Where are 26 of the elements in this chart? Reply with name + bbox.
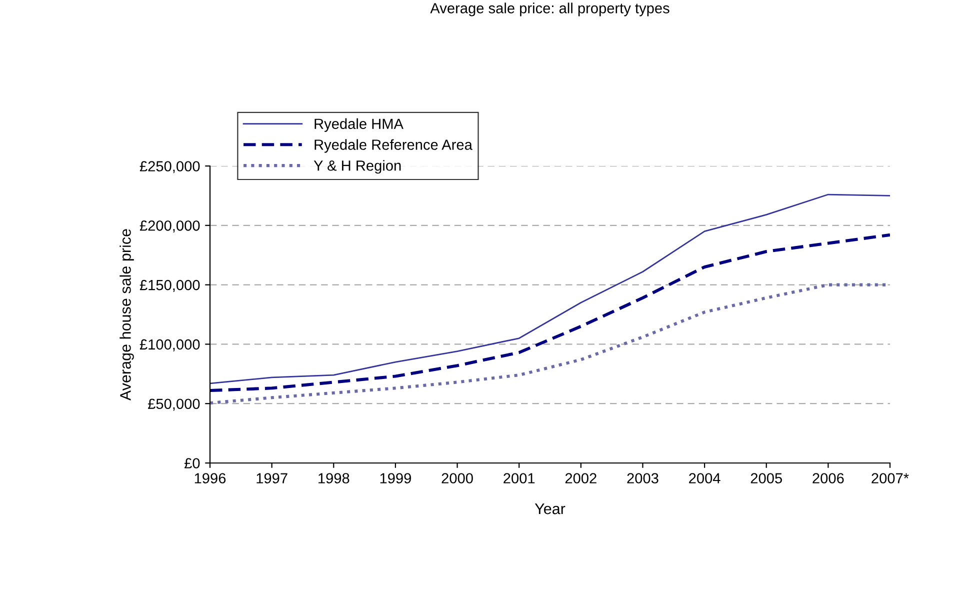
x-tick-label: 2000 bbox=[442, 473, 473, 484]
x-tick-label: 2004 bbox=[689, 473, 720, 484]
y-tick-label: £200,000 bbox=[140, 220, 200, 233]
x-tick-label: 2005 bbox=[750, 473, 782, 484]
legend-label: Ryedale HMA bbox=[314, 118, 404, 132]
y-tick-label: £100,000 bbox=[140, 339, 200, 352]
x-tick-label: 2006 bbox=[812, 473, 844, 484]
legend-label: Y & H Region bbox=[314, 160, 401, 174]
y-axis-title: Average house sale price bbox=[120, 229, 134, 401]
x-tick-label: 1996 bbox=[194, 473, 226, 484]
x-tick-label: 2003 bbox=[627, 473, 658, 484]
y-tick-label: £250,000 bbox=[140, 161, 200, 174]
line-series bbox=[210, 233, 890, 392]
y-tick-label: £50,000 bbox=[148, 398, 200, 411]
chart-title: Average sale price: all property types bbox=[430, 2, 670, 16]
x-tick-label: 2002 bbox=[565, 473, 596, 484]
line-series bbox=[210, 194, 890, 384]
x-tick-label: 1997 bbox=[256, 473, 288, 484]
y-tick-label: £0 bbox=[184, 458, 200, 468]
x-axis-title: Year bbox=[534, 504, 566, 514]
x-tick-label: 1998 bbox=[318, 473, 350, 484]
y-tick-label: £150,000 bbox=[140, 280, 200, 292]
x-tick-label: 2001 bbox=[504, 473, 535, 484]
x-tick-label: 1999 bbox=[380, 473, 411, 484]
x-tick-label: 2007* bbox=[872, 473, 909, 484]
legend-label: Ryedale Reference Area bbox=[314, 139, 472, 153]
